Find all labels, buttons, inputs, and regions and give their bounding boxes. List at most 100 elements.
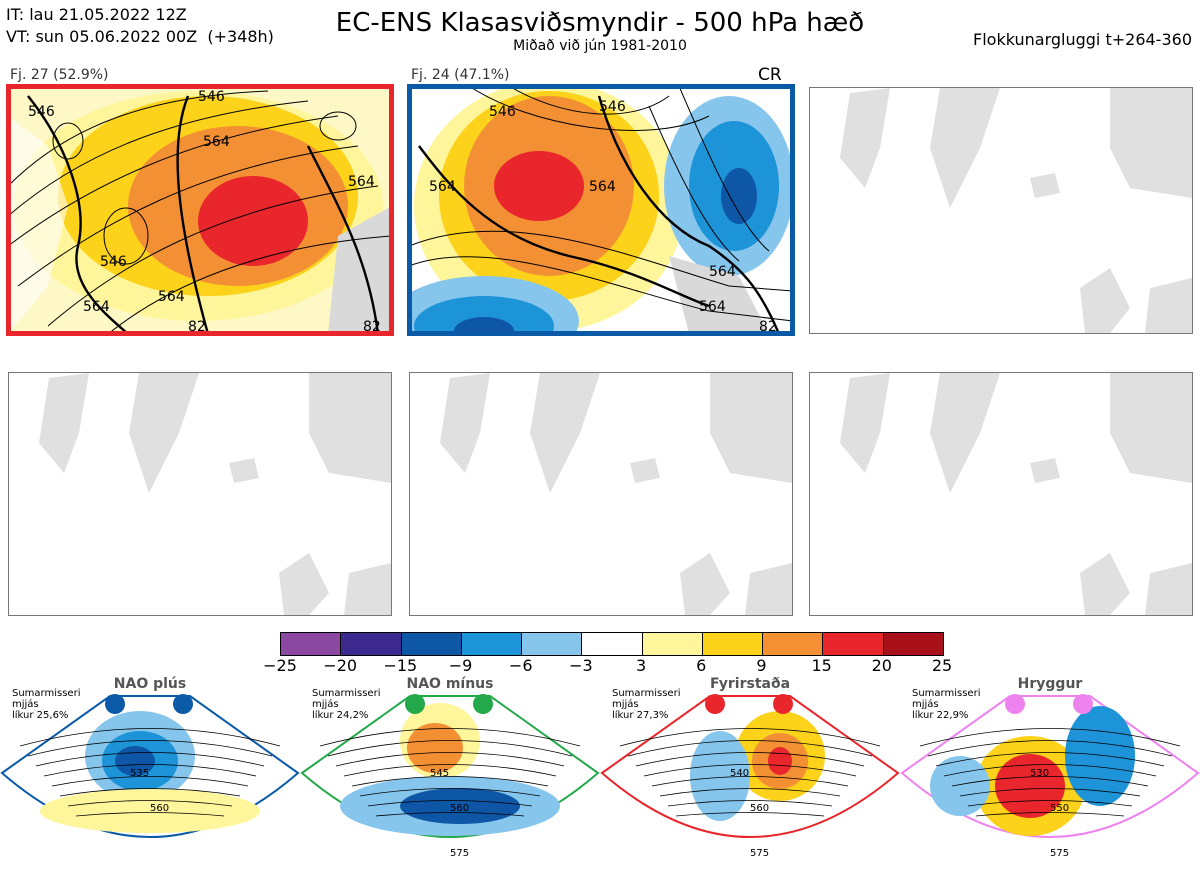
regime-marker-dot — [173, 694, 193, 714]
contour-label: 564 — [203, 134, 230, 150]
run-times: IT: lau 21.05.2022 12Z VT: sun 05.06.202… — [6, 4, 274, 48]
cluster-map-6[interactable] — [809, 372, 1193, 616]
height-contour — [975, 812, 1125, 817]
contour-label: 564 — [429, 179, 456, 195]
colorbar-label: 3 — [635, 656, 647, 675]
regime-panel: 540 560 575 Fyrirstaða Sumarmisseri mjjás lí… — [600, 676, 900, 871]
panel-2-frame-rect — [407, 84, 795, 336]
cluster-map-5[interactable] — [409, 372, 793, 616]
height-contour — [635, 752, 865, 767]
height-contour — [935, 752, 1165, 767]
colorbar-label: −3 — [569, 656, 593, 675]
panel-2-label: Fj. 24 (47.1%) — [411, 67, 510, 83]
contour-label: 564 — [699, 299, 726, 315]
basemap-4 — [39, 373, 391, 615]
basemap-5 — [440, 373, 792, 615]
panel-2-frame — [407, 84, 795, 336]
anomaly-blob — [690, 731, 750, 821]
contour-label: 560 — [450, 803, 469, 814]
contour-label: 564 — [589, 179, 616, 195]
panel-1-label: Fj. 27 (52.9%) — [10, 67, 109, 83]
colorbar-swatch — [521, 633, 582, 655]
cluster-map-1[interactable]: 546 564 546 546 564 564 564 82 82 — [8, 86, 392, 334]
contour-label: 575 — [450, 848, 469, 859]
classification-window: Flokkunargluggi t+264-360 — [973, 30, 1192, 49]
page-subtitle: Miðað við jún 1981-2010 — [513, 38, 687, 54]
anomaly-blob — [400, 788, 520, 824]
regime-marker-dot — [405, 694, 425, 714]
regime-info: Sumarmisseri mjjás líkur 27,3% — [612, 688, 681, 721]
valid-time: VT: sun 05.06.2022 00Z (+348h) — [6, 27, 274, 46]
regime-map: 530 550 575 — [900, 695, 1200, 859]
height-contour — [19, 728, 281, 747]
height-contour — [651, 776, 849, 787]
anomaly-blob — [40, 789, 260, 833]
colorbar-swatch — [460, 633, 522, 655]
height-contour — [351, 776, 549, 787]
regime-panel: 530 550 575 Hryggur Sumarmisseri mjjás líkur… — [900, 676, 1200, 871]
contour-label: 575 — [750, 848, 769, 859]
height-contour — [951, 776, 1149, 787]
height-contour — [959, 788, 1141, 797]
contour-label: 564 — [83, 299, 110, 315]
colorbar-swatch — [340, 633, 401, 655]
regime-name: NAO mínus — [406, 676, 494, 692]
regime-info: Sumarmisseri mjjás líkur 22,9% — [912, 688, 981, 721]
colorbar-swatch — [281, 633, 341, 655]
contour-label: 564 — [158, 289, 185, 305]
anomaly-blob — [930, 756, 990, 816]
contour-label: 546 — [599, 99, 626, 115]
regime-panel: 545 560 575 NAO mínus Sumarmisseri mjjás lík… — [300, 676, 600, 871]
height-contour — [327, 740, 573, 757]
height-contour — [51, 776, 249, 787]
colorbar-label: 25 — [931, 656, 953, 675]
height-contour — [343, 764, 557, 777]
anomaly-blob — [407, 723, 463, 773]
cluster-map-1-graphic: 546 564 546 546 564 564 564 82 82 — [8, 86, 392, 334]
page-title: EC-ENS Klasasviðsmyndir - 500 hPa hæð — [335, 8, 865, 38]
cluster-map-2[interactable]: 546 564 564 546 564 82 564 — [409, 86, 793, 334]
height-contour — [659, 788, 841, 797]
cluster-map-2-graphic: 546 564 564 546 564 82 564 — [409, 86, 793, 334]
height-contour — [27, 740, 273, 757]
height-contour — [967, 800, 1133, 807]
contour-label: 575 — [1050, 848, 1069, 859]
contour-label: 82 — [759, 319, 777, 334]
regime-map: 535 560 — [0, 695, 300, 838]
contour-label: 540 — [730, 768, 749, 779]
regime-marker-dot — [773, 694, 793, 714]
contour-label: 546 — [100, 254, 127, 270]
colorbar-swatch — [400, 633, 461, 655]
height-contour — [319, 728, 581, 747]
regime-marker-dot — [473, 694, 493, 714]
height-contour — [375, 812, 525, 817]
height-contour — [927, 740, 1173, 757]
height-contour — [35, 752, 265, 767]
colorbar-swatch — [581, 633, 642, 655]
cluster-map-4[interactable] — [8, 372, 392, 616]
basemap-3 — [840, 88, 1192, 333]
height-contour — [667, 800, 833, 807]
height-contour — [335, 752, 565, 767]
regime-map: 540 560 575 — [600, 695, 900, 859]
height-contour — [943, 764, 1157, 777]
colorbar-swatch — [701, 633, 763, 655]
panel-1-frame — [6, 84, 394, 336]
regime-marker-dot — [105, 694, 125, 714]
colorbar-label: 20 — [871, 656, 892, 675]
colorbar-label: −9 — [448, 656, 473, 675]
contour-label: 82 — [188, 319, 206, 334]
colorbar-label: −15 — [383, 656, 418, 675]
regime-info: Sumarmisseri mjjás líkur 25,6% — [12, 688, 81, 721]
contour-label: 546 — [198, 89, 225, 105]
contour-label: 82 — [363, 319, 381, 334]
regime-marker-dot — [705, 694, 725, 714]
contour-label: 535 — [130, 768, 149, 779]
height-contour — [43, 764, 257, 777]
cluster-map-3[interactable] — [809, 87, 1193, 334]
colorbar-label: −6 — [508, 656, 533, 675]
regime-marker-dot — [1005, 694, 1025, 714]
contour-label: 560 — [150, 803, 169, 814]
colorbar-swatch — [882, 633, 943, 655]
colorbar-label: 15 — [811, 656, 832, 675]
